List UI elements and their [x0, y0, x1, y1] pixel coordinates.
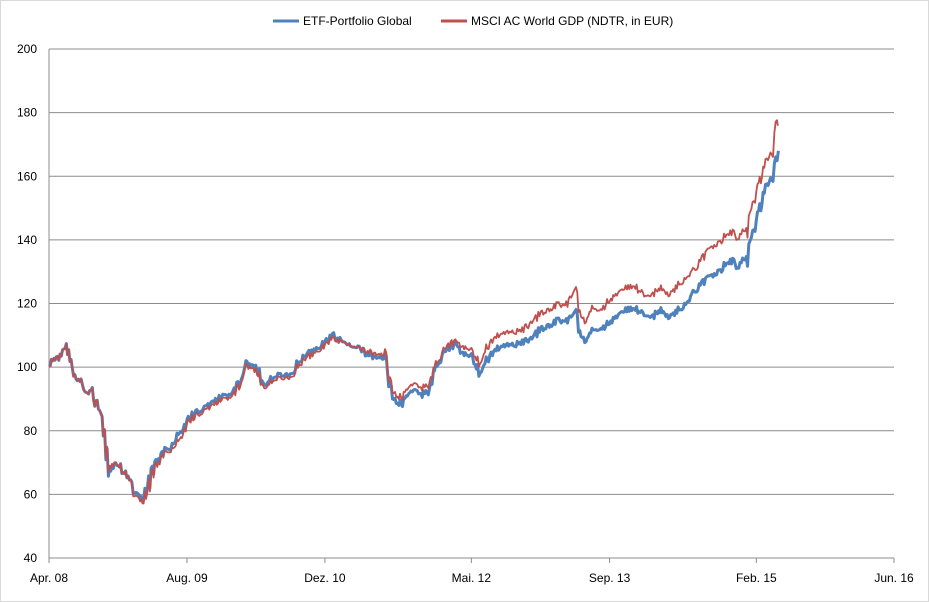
x-tick-label: Sep. 13 [589, 571, 631, 585]
y-tick-label: 200 [17, 42, 37, 56]
legend-label: ETF-Portfolio Global [303, 14, 412, 28]
series-layer [48, 119, 780, 505]
series-line-etf-portfolio [48, 150, 780, 502]
y-tick-label: 60 [24, 487, 38, 501]
x-tick-label: Feb. 15 [736, 571, 777, 585]
x-tick-label: Jun. 16 [874, 571, 914, 585]
y-tick-label: 140 [17, 233, 37, 247]
x-tick-label: Apr. 08 [30, 571, 68, 585]
y-axis-ticks: 40 60 80 100 120 140 160 180 200 [17, 42, 37, 565]
y-tick-label: 100 [17, 360, 37, 374]
x-tick-label: Aug. 09 [166, 571, 208, 585]
x-axis-ticks: Apr. 08 Aug. 09 Dez. 10 Mai. 12 Sep. 13 Feb. … [30, 558, 914, 585]
y-tick-label: 120 [17, 297, 37, 311]
y-tick-label: 160 [17, 169, 37, 183]
gridlines [49, 48, 894, 495]
legend-label: MSCI AC World GDP (NDTR, in EUR) [471, 14, 673, 28]
x-tick-label: Dez. 10 [304, 571, 346, 585]
y-tick-label: 80 [24, 424, 38, 438]
series-line-msci-benchmark [48, 119, 779, 505]
x-tick-label: Mai. 12 [452, 571, 492, 585]
y-tick-label: 180 [17, 106, 37, 120]
legend: ETF-Portfolio Global MSCI AC World GDP (N… [273, 14, 673, 28]
y-tick-label: 40 [24, 551, 38, 565]
